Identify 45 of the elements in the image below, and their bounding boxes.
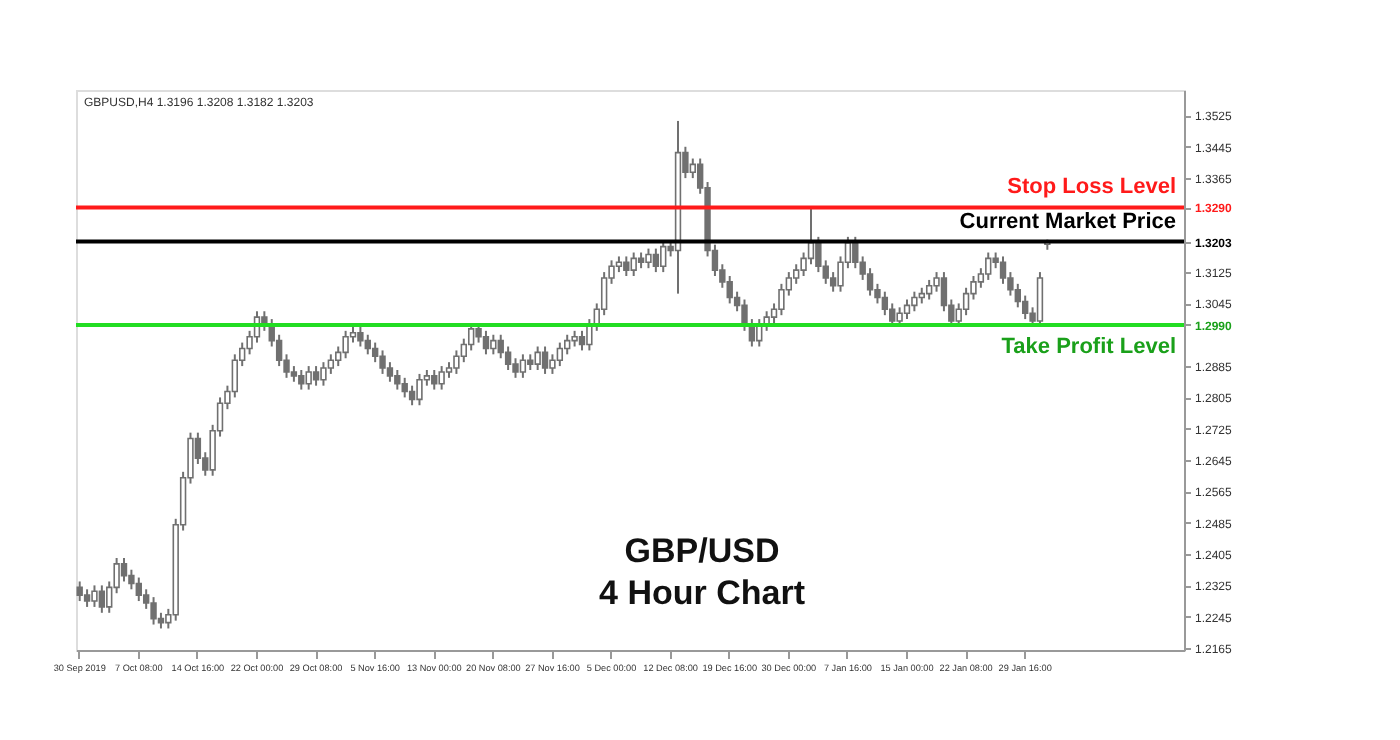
candlestick bbox=[985, 251, 992, 281]
candlestick bbox=[379, 349, 386, 375]
candlestick bbox=[881, 290, 889, 317]
candlestick bbox=[342, 329, 349, 360]
candlestick bbox=[556, 341, 564, 368]
candlestick bbox=[416, 372, 423, 407]
candlestick bbox=[120, 556, 128, 583]
candlestick bbox=[394, 369, 401, 391]
candlestick bbox=[98, 584, 106, 614]
ref-line-label: Current Market Price bbox=[959, 209, 1176, 234]
candlestick bbox=[660, 239, 667, 274]
candlestick bbox=[135, 576, 142, 603]
candlestick bbox=[903, 298, 911, 321]
candlestick bbox=[298, 369, 305, 391]
candlestick bbox=[150, 596, 157, 626]
candlestick bbox=[541, 345, 549, 375]
candlestick bbox=[482, 329, 490, 356]
candlestick bbox=[91, 584, 98, 608]
candlestick bbox=[408, 384, 416, 407]
text: GBP/USD 4 Hour Chart bbox=[599, 532, 806, 612]
candlestick bbox=[519, 353, 527, 379]
candlestick bbox=[1036, 271, 1044, 328]
candlestick bbox=[401, 376, 408, 399]
candlestick bbox=[357, 325, 364, 348]
candlestick bbox=[76, 580, 83, 603]
candlestick bbox=[327, 353, 335, 375]
candlestick bbox=[371, 341, 379, 364]
candlestick bbox=[320, 361, 327, 387]
candlestick bbox=[364, 333, 371, 356]
candlestick bbox=[305, 365, 312, 391]
candlestick bbox=[534, 345, 541, 371]
candlestick bbox=[645, 247, 652, 270]
candlestick bbox=[652, 247, 660, 274]
candlestick bbox=[438, 365, 445, 391]
ref-line-label: Take Profit Level bbox=[1001, 334, 1176, 359]
candlestick bbox=[312, 365, 320, 387]
candlestick bbox=[490, 333, 497, 356]
candlestick bbox=[911, 290, 918, 313]
candlestick bbox=[726, 275, 733, 305]
candlestick bbox=[623, 255, 630, 278]
candlestick bbox=[630, 251, 637, 278]
ref-line-label: Stop Loss Level bbox=[1007, 175, 1176, 200]
candlestick bbox=[431, 369, 438, 391]
candlestick bbox=[578, 329, 586, 352]
candlestick bbox=[925, 278, 933, 301]
